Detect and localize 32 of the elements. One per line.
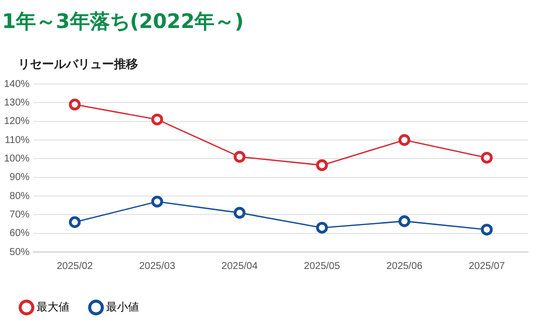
- x-tick-label: 2025/05: [304, 260, 340, 272]
- x-tick-label: 2025/03: [139, 260, 176, 272]
- point: [480, 152, 493, 164]
- y-tick-label: 100%: [4, 153, 30, 164]
- point: [234, 206, 246, 219]
- chart-subtitle: リセールバリュー推移: [17, 56, 139, 73]
- y-tick-label: 120%: [4, 116, 30, 128]
- point: [68, 216, 81, 228]
- legend-label: 最小値: [106, 300, 139, 314]
- chart-title: 1年～3年落ち(2022年～): [1, 8, 245, 35]
- point: [480, 224, 493, 236]
- point: [234, 150, 246, 163]
- point: [68, 98, 81, 110]
- point: [151, 196, 164, 208]
- y-tick-label: 80%: [10, 190, 30, 202]
- y-tick-label: 140%: [4, 78, 30, 90]
- x-tick-label: 2025/02: [56, 260, 94, 272]
- y-tick-label: 110%: [4, 134, 30, 146]
- y-tick-label: 90%: [10, 172, 30, 184]
- x-tick-label: 2025/06: [386, 260, 423, 272]
- y-tick-label: 130%: [4, 97, 30, 108]
- point: [398, 134, 410, 146]
- y-tick-label: 50%: [10, 246, 30, 258]
- point: [316, 222, 328, 234]
- x-tick-label: 2025/07: [468, 260, 506, 272]
- y-tick-label: 70%: [10, 209, 30, 220]
- legend-label: 最大値: [36, 300, 70, 314]
- point: [398, 215, 410, 228]
- point: [316, 159, 328, 172]
- y-tick-label: 60%: [10, 228, 30, 240]
- x-tick-label: 2025/04: [222, 260, 258, 272]
- point: [151, 114, 164, 126]
